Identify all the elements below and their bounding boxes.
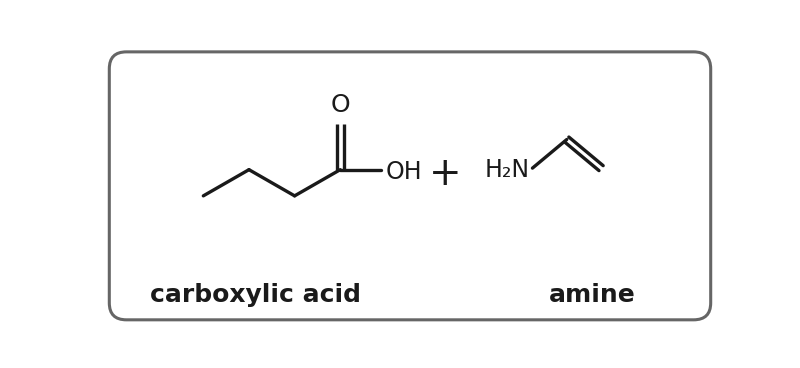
Text: OH: OH bbox=[386, 160, 422, 184]
FancyBboxPatch shape bbox=[110, 52, 710, 320]
Text: amine: amine bbox=[549, 283, 635, 307]
Text: carboxylic acid: carboxylic acid bbox=[150, 283, 361, 307]
Text: H₂N: H₂N bbox=[485, 158, 530, 182]
Text: O: O bbox=[330, 93, 350, 117]
Text: +: + bbox=[429, 155, 461, 192]
